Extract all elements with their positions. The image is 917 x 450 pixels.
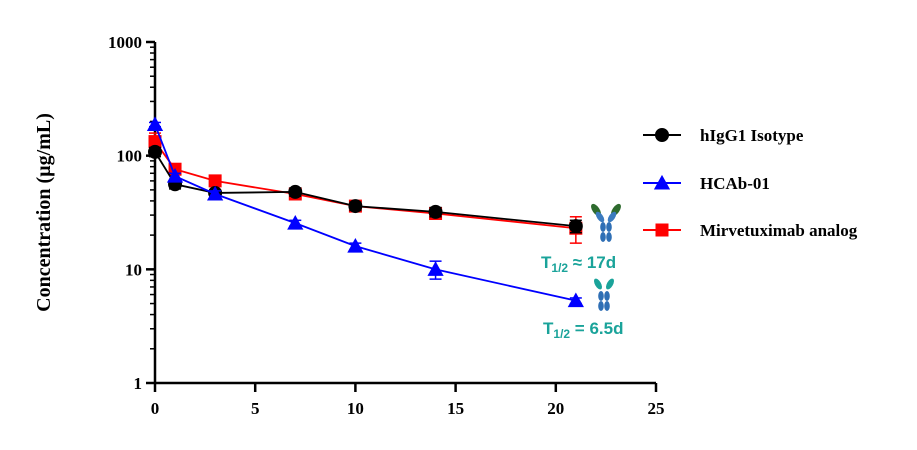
antibody-hcab-icon [594,278,614,311]
y-tick-label: 1 [134,374,143,393]
x-tick-label: 20 [547,399,564,418]
x-tick-label: 10 [347,399,364,418]
series-layer [146,116,584,308]
y-tick-label: 1000 [108,33,142,52]
legend-item: hIgG1 Isotype [643,126,804,145]
data-point [146,116,164,132]
data-point [428,204,443,219]
x-tick-label: 5 [251,399,260,418]
data-point [347,238,364,253]
legend-item: HCAb-01 [643,174,770,193]
data-point [148,144,162,159]
legend-marker [655,128,669,142]
y-tick-label: 100 [117,147,143,166]
legend-label: hIgG1 Isotype [700,126,804,145]
data-point [148,135,162,149]
y-axis-title: Concentration (µg/mL) [33,113,55,312]
legend-marker [655,223,669,237]
data-point [348,199,363,214]
x-tick-label: 0 [151,399,160,418]
legend-marker [653,174,671,190]
x-tick-label: 15 [447,399,464,418]
legend: hIgG1 Isotype HCAb-01 Mirvetuximab analog [643,126,858,240]
y-axis: 1 10 100 1000 [108,33,157,393]
half-life-annotation-hcab: T1/2 = 6.5d [543,319,623,341]
x-axis: 0 5 10 15 20 25 [151,381,665,418]
data-point [206,185,224,201]
data-point [567,292,584,308]
x-tick-label: 25 [648,399,665,418]
half-life-annotation-igg: T1/2 ≈ 17d [541,253,616,275]
data-point [288,184,303,199]
legend-label: HCAb-01 [700,174,770,193]
legend-label: Mirvetuximab analog [700,221,858,240]
series-line [154,124,577,302]
series-hcab-01 [146,116,584,308]
data-point [287,214,304,230]
data-point [427,261,444,276]
data-point [568,219,583,234]
legend-item: Mirvetuximab analog [643,221,858,240]
data-point [166,168,184,183]
data-point [208,174,222,188]
y-tick-label: 10 [125,260,142,279]
antibody-igg-icon [591,203,621,242]
